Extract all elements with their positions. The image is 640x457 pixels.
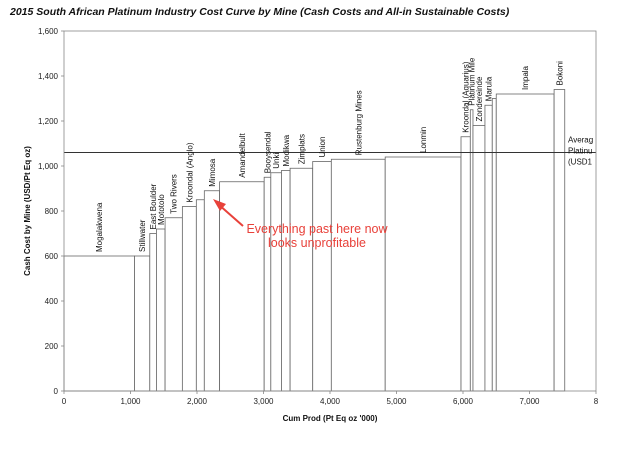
bar-label: Mototolo: [157, 194, 166, 225]
bar-zimplats: [289, 167, 314, 392]
y-tick-label: 400: [45, 297, 59, 306]
bar-two-rivers: [164, 217, 183, 392]
bar-lonmin: [384, 156, 462, 392]
x-tick-label: 3,000: [253, 397, 274, 406]
bar-impala: [495, 93, 555, 392]
y-tick-label: 200: [45, 342, 59, 351]
y-tick-label: 1,200: [38, 117, 59, 126]
bar-zondereinde: [472, 125, 486, 392]
axes-layer: 0 200 400 600 800 1,000 1,200 1,400 1,600 0 1,000 2…: [38, 27, 599, 406]
reference-label-line: Averag: [568, 136, 593, 145]
bar-amandelbult: [219, 181, 265, 392]
bar-unlabeled-20: [491, 98, 497, 392]
bar-label: Amandelbult: [238, 133, 247, 178]
bar-label: Two Rivers: [170, 174, 179, 214]
x-tick-label: 6,000: [453, 397, 474, 406]
bar-label: Stillwater: [138, 219, 147, 252]
x-tick-label: 8: [594, 397, 599, 406]
bar-kroondal-anglo-: [181, 206, 197, 392]
bar-mototolo: [156, 228, 166, 392]
x-tick-label: 4,000: [320, 397, 341, 406]
bar-label: Mimosa: [208, 158, 217, 187]
bar-stillwater: [134, 255, 151, 392]
bar-mimosa: [203, 190, 221, 392]
reference-line-label: Averag Platinu (USD1: [568, 136, 593, 167]
bar-booysendal: [263, 176, 272, 392]
x-tick-label: 2,000: [187, 397, 208, 406]
bar-label: Booysendal: [263, 131, 272, 173]
bar-label: Union: [318, 137, 327, 158]
bar-label: Marula: [485, 76, 494, 101]
annotation-line-1: Everything past here now: [246, 222, 388, 236]
annotation-line-2: looks unprofitable: [268, 236, 366, 250]
bar-unlabeled-6: [195, 199, 205, 392]
bar-marula: [484, 104, 493, 392]
bar-rustenburg-mines: [330, 158, 386, 392]
bar-label: Kroondal (Anglo): [185, 142, 194, 202]
chart-title: 2015 South African Platinum Industry Cos…: [10, 6, 510, 18]
y-axis-title: Cash Cost by Mine (USD/Pt Eq oz): [23, 146, 32, 276]
bar-modikwa: [281, 170, 291, 392]
bar-label: Platinum Mile: [468, 57, 477, 106]
x-tick-label: 5,000: [386, 397, 407, 406]
bar-label: Kroondal (Aquarius): [462, 61, 471, 132]
reference-label-line: Platinu: [568, 147, 592, 156]
x-tick-label: 0: [62, 397, 67, 406]
bar-label: East Boulder: [149, 183, 158, 229]
bar-label: Impala: [521, 65, 530, 90]
bar-bokoni: [553, 89, 566, 392]
bar-kroondal-aquarius-: [460, 136, 471, 392]
x-tick-label: 1,000: [120, 397, 141, 406]
y-tick-label: 1,600: [38, 27, 59, 36]
bar-label: Rustenburg Mines: [354, 90, 363, 155]
annotation-text: Everything past here now looks unprofita…: [232, 222, 402, 250]
bar-union: [312, 161, 332, 392]
bar-mogalakwena: [63, 255, 135, 392]
x-tick-label: 7,000: [519, 397, 540, 406]
y-tick-label: 1,400: [38, 72, 59, 81]
bar-label: Zondereinde: [475, 76, 484, 121]
annotation-arrow: [213, 199, 244, 227]
y-tick-label: 800: [45, 207, 59, 216]
y-tick-label: 0: [54, 387, 59, 396]
y-tick-label: 600: [45, 252, 59, 261]
bar-label: Bokoni: [555, 61, 564, 86]
bar-label: Unki: [272, 153, 281, 169]
bar-label: Modikwa: [282, 134, 291, 166]
bar-east-boulder: [149, 233, 157, 392]
bar-unki: [270, 172, 282, 392]
bar-label: Zimplats: [297, 134, 306, 164]
bar-label: Mogalakwena: [95, 202, 104, 252]
reference-label-line: (USD1: [568, 158, 593, 167]
bar-label: Lonmin: [419, 127, 428, 153]
x-axis-title: Cum Prod (Pt Eq oz '000): [283, 414, 378, 423]
y-tick-label: 1,000: [38, 162, 59, 171]
